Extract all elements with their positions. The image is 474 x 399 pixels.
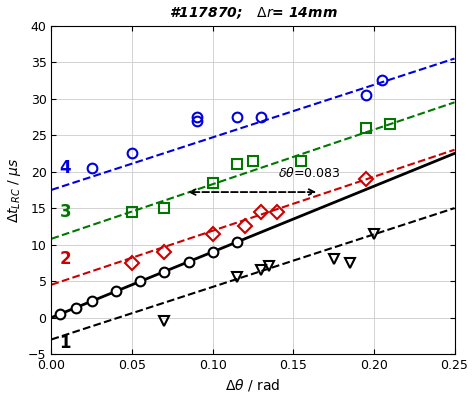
- Title: #117870;   $\Delta r$= 14mm: #117870; $\Delta r$= 14mm: [169, 6, 337, 21]
- Text: $\delta\theta$=0.083: $\delta\theta$=0.083: [278, 166, 341, 180]
- Text: 1: 1: [60, 334, 71, 352]
- Text: 4: 4: [60, 159, 71, 177]
- Text: 3: 3: [60, 203, 71, 221]
- Text: 2: 2: [60, 250, 71, 268]
- X-axis label: $\Delta\theta$ / rad: $\Delta\theta$ / rad: [225, 377, 281, 393]
- Y-axis label: $\Delta t_{LRC}$ / $\mu s$: $\Delta t_{LRC}$ / $\mu s$: [6, 157, 23, 223]
